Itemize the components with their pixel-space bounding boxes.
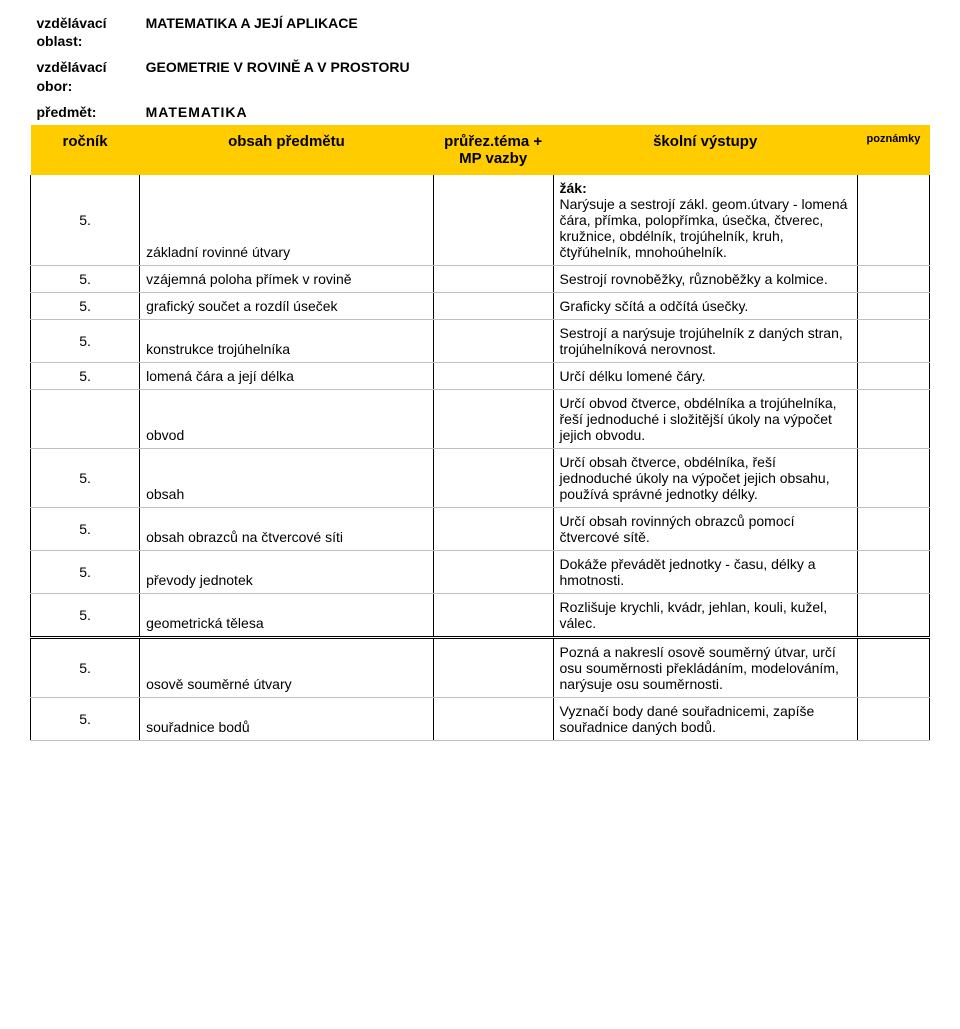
- cell-output: Vyznačí body dané souřadnicemi, zapíše s…: [553, 697, 857, 740]
- cell-cross: [433, 507, 553, 550]
- cell-topic: obsah obrazců na čtvercové síti: [140, 507, 434, 550]
- cell-grade: 5.: [31, 265, 140, 292]
- cell-cross: [433, 389, 553, 448]
- cell-output: Pozná a nakreslí osově souměrný útvar, u…: [553, 637, 857, 697]
- table-row: 5.vzájemná poloha přímek v rovině Sestroj…: [31, 265, 930, 292]
- table-row: 5.souřadnice bodů Vyznačí body dané souřa…: [31, 697, 930, 740]
- cell-note: [857, 593, 929, 637]
- cell-output: Dokáže převádět jednotky - času, délky a…: [553, 550, 857, 593]
- table-row: 5.obsah obrazců na čtvercové síti Určí ob…: [31, 507, 930, 550]
- cell-note: [857, 637, 929, 697]
- cell-topic: vzájemná poloha přímek v rovině: [140, 265, 434, 292]
- table-row: 5.lomená čára a její délka Určí délku lom…: [31, 362, 930, 389]
- cell-note: [857, 389, 929, 448]
- cell-cross: [433, 175, 553, 266]
- cell-output: Určí obvod čtverce, obdélníka a trojúhel…: [553, 389, 857, 448]
- cell-grade: 5.: [31, 175, 140, 266]
- table-row: 5.obsah Určí obsah čtverce, obdélníka, ře…: [31, 448, 930, 507]
- label-branch: vzdělávací obor:: [31, 54, 140, 98]
- cell-note: [857, 697, 929, 740]
- value-area: MATEMATIKA A JEJÍ APLIKACE: [140, 10, 930, 54]
- table-row: 5.osově souměrné útvary Pozná a nakreslí …: [31, 637, 930, 697]
- cell-grade: 5.: [31, 362, 140, 389]
- value-branch: GEOMETRIE V ROVINĚ A V PROSTORU: [140, 54, 930, 98]
- table-header-row: ročník obsah předmětu průřez.téma + MP v…: [31, 125, 930, 175]
- table-row: obvod Určí obvod čtverce, obdélníka a tro…: [31, 389, 930, 448]
- cell-topic: osově souměrné útvary: [140, 637, 434, 697]
- cell-cross: [433, 637, 553, 697]
- label-subject: předmět:: [31, 99, 140, 125]
- header-topic: obsah předmětu: [140, 125, 434, 175]
- cell-output: Sestrojí rovnoběžky, různoběžky a kolmic…: [553, 265, 857, 292]
- cell-grade: 5.: [31, 319, 140, 362]
- cell-note: [857, 507, 929, 550]
- cell-output: Rozlišuje krychli, kvádr, jehlan, kouli,…: [553, 593, 857, 637]
- table-row: 5.převody jednotek Dokáže převádět jednot…: [31, 550, 930, 593]
- cell-output: Graficky sčítá a odčítá úsečky.: [553, 292, 857, 319]
- header-notes: poznámky: [857, 125, 929, 175]
- value-subject: MATEMATIKA: [140, 99, 930, 125]
- cell-output: Určí obsah čtverce, obdélníka, řeší jedn…: [553, 448, 857, 507]
- table-body: 5.základní rovinné útvaryžák:Narýsuje a …: [31, 175, 930, 741]
- cell-cross: [433, 593, 553, 637]
- cell-cross: [433, 697, 553, 740]
- cell-grade: 5.: [31, 637, 140, 697]
- table-row: 5.geometrická tělesa Rozlišuje krychli, k…: [31, 593, 930, 637]
- cell-cross: [433, 362, 553, 389]
- cell-cross: [433, 292, 553, 319]
- cell-note: [857, 265, 929, 292]
- cell-output: žák:Narýsuje a sestrojí zákl. geom.útvar…: [553, 175, 857, 266]
- cell-grade: 5.: [31, 550, 140, 593]
- cell-grade: [31, 389, 140, 448]
- cell-output: Určí délku lomené čáry.: [553, 362, 857, 389]
- header-outputs: školní výstupy: [553, 125, 857, 175]
- cell-grade: 5.: [31, 448, 140, 507]
- cell-cross: [433, 319, 553, 362]
- cell-note: [857, 362, 929, 389]
- cell-note: [857, 550, 929, 593]
- zak-label: žák:: [560, 180, 587, 196]
- cell-topic: souřadnice bodů: [140, 697, 434, 740]
- cell-topic: převody jednotek: [140, 550, 434, 593]
- cell-note: [857, 292, 929, 319]
- table-row: 5.základní rovinné útvary žák:Narýsuje a …: [31, 175, 930, 266]
- cell-note: [857, 319, 929, 362]
- cell-topic: obvod: [140, 389, 434, 448]
- cell-topic: konstrukce trojúhelníka: [140, 319, 434, 362]
- label-area: vzdělávací oblast:: [31, 10, 140, 54]
- cell-grade: 5.: [31, 292, 140, 319]
- cell-note: [857, 175, 929, 266]
- cell-cross: [433, 550, 553, 593]
- cell-grade: 5.: [31, 593, 140, 637]
- cell-cross: [433, 448, 553, 507]
- cell-topic: grafický součet a rozdíl úseček: [140, 292, 434, 319]
- cell-note: [857, 448, 929, 507]
- cell-output: Sestrojí a narýsuje trojúhelník z daných…: [553, 319, 857, 362]
- cell-cross: [433, 265, 553, 292]
- cell-topic: lomená čára a její délka: [140, 362, 434, 389]
- cell-topic: základní rovinné útvary: [140, 175, 434, 266]
- cell-grade: 5.: [31, 697, 140, 740]
- cell-topic: geometrická tělesa: [140, 593, 434, 637]
- header-cross: průřez.téma + MP vazby: [433, 125, 553, 175]
- table-row: 5.grafický součet a rozdíl úseček Grafick…: [31, 292, 930, 319]
- cell-output: Určí obsah rovinných obrazců pomocí čtve…: [553, 507, 857, 550]
- header-grade: ročník: [31, 125, 140, 175]
- table-row: 5.konstrukce trojúhelníka Sestrojí a narý…: [31, 319, 930, 362]
- curriculum-table: vzdělávací oblast: MATEMATIKA A JEJÍ APL…: [30, 10, 930, 741]
- cell-topic: obsah: [140, 448, 434, 507]
- cell-grade: 5.: [31, 507, 140, 550]
